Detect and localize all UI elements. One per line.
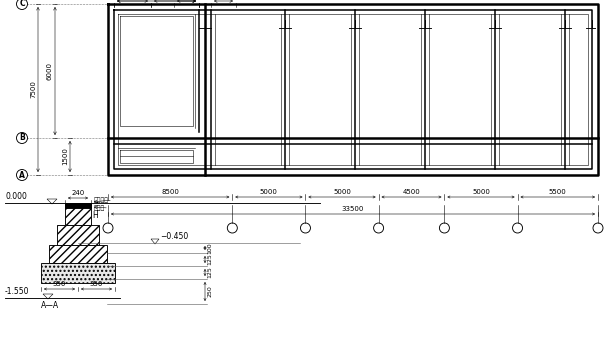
Text: A—A: A—A — [41, 301, 59, 310]
Text: 5000: 5000 — [472, 189, 490, 195]
Polygon shape — [41, 263, 115, 283]
Text: 5000: 5000 — [260, 189, 278, 195]
Text: H: H — [92, 211, 98, 220]
Polygon shape — [57, 225, 99, 245]
Text: 8500: 8500 — [161, 189, 179, 195]
Text: 1500: 1500 — [62, 147, 68, 165]
Text: 防潮层: 防潮层 — [94, 205, 105, 211]
Text: C: C — [19, 0, 25, 9]
Text: 240: 240 — [72, 190, 85, 196]
Polygon shape — [43, 294, 53, 299]
Text: −0.450: −0.450 — [160, 232, 188, 241]
Polygon shape — [65, 203, 91, 225]
Text: A: A — [19, 171, 25, 180]
Text: -1.550: -1.550 — [5, 287, 30, 296]
Polygon shape — [49, 245, 107, 263]
Text: 100: 100 — [207, 242, 212, 254]
Text: 125: 125 — [207, 267, 212, 278]
Polygon shape — [65, 203, 91, 208]
Text: 33500: 33500 — [342, 206, 364, 212]
Text: 125: 125 — [207, 253, 212, 265]
Text: 7500: 7500 — [30, 81, 36, 99]
Polygon shape — [47, 199, 57, 204]
Text: 0.000: 0.000 — [5, 192, 27, 201]
Text: 5500: 5500 — [549, 189, 567, 195]
Text: 4500: 4500 — [402, 189, 421, 195]
Text: B: B — [19, 134, 25, 142]
Polygon shape — [151, 239, 159, 244]
Text: 防水砂浆: 防水砂浆 — [94, 197, 109, 203]
Text: 5000: 5000 — [333, 189, 351, 195]
Text: 250: 250 — [207, 286, 212, 297]
Text: 350: 350 — [90, 281, 103, 287]
Text: 6000: 6000 — [47, 62, 53, 80]
Text: 350: 350 — [53, 281, 66, 287]
